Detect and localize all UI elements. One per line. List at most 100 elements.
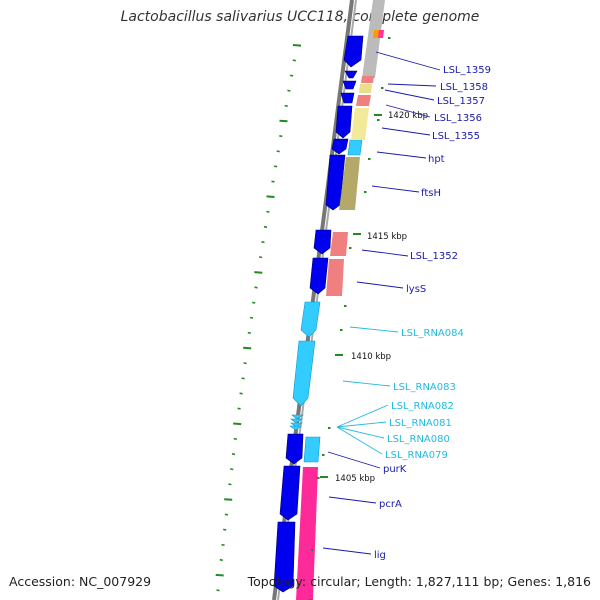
gene-block-hpt[interactable] [331,138,349,155]
cog-category-blocks [296,0,385,600]
gene-block-hpt-cog [347,139,363,156]
gene-label-hpt[interactable]: hpt [428,154,445,165]
gene-label-purK[interactable]: purK [383,464,407,475]
gene-block-purK-cog [303,436,321,463]
kbp-marks: 1420 kbp 1415 kbp 1410 kbp 1405 kbp [320,111,428,484]
outer-tick-mark [221,543,225,546]
leader-lig [322,547,372,555]
gene-labels: LSL_1359 LSL_1358 LSL_1357 LSL_1356 LSL_… [374,65,491,561]
gene-label-pcrA[interactable]: pcrA [379,499,402,510]
accession-text: Accession: NC_007929 [9,574,152,589]
outer-tick-mark [252,301,256,304]
outer-tick-mark [243,346,252,350]
gene-block-lsl-1356[interactable] [340,92,355,104]
gene-label-lysS[interactable]: lysS [406,284,426,295]
cog-block-yellow-2 [351,108,369,140]
gene-block-lsl-1357[interactable] [342,80,357,90]
gene-label-lsl-rna082[interactable]: LSL_RNA082 [391,401,454,412]
gene-block-lsl-1359[interactable] [343,35,364,68]
outer-tick-mark [289,74,294,77]
cog-block-salmon-4 [326,259,344,296]
topology-text: Topology: circular; Length: 1,827,111 bp… [247,574,591,589]
outer-tick-mark [249,316,254,319]
cog-block-top-magenta [378,30,384,38]
leader-hpt [376,151,427,159]
gene-label-lsl-rna083[interactable]: LSL_RNA083 [393,382,456,393]
outer-tick-mark [276,150,280,153]
outer-tick-mark [219,558,223,562]
gene-block-lsl-1352[interactable] [313,229,332,255]
leader-lsl-rna083 [342,380,391,387]
gene-label-lsl-1355[interactable]: LSL_1355 [432,131,480,142]
outer-tick-mark [239,392,243,395]
outer-tick-mark [241,377,245,380]
cog-block-salmon-3 [330,232,348,256]
gene-label-lsl-rna079[interactable]: LSL_RNA079 [385,450,448,461]
outer-tick-mark [233,437,237,440]
gene-block-lsl-rna080[interactable] [290,422,303,428]
gene-label-lsl-1356[interactable]: LSL_1356 [434,113,482,124]
outer-tick-mark [223,528,227,531]
outer-tick-mark [292,44,302,47]
gene-block-pcrA[interactable] [279,465,301,521]
gene-label-lsl-1352[interactable]: LSL_1352 [410,251,458,262]
leader-lsl-1357 [384,89,435,101]
gene-label-ftsH[interactable]: ftsH [421,188,441,199]
gene-label-lsl-1357[interactable]: LSL_1357 [437,96,485,107]
gene-block-purK[interactable] [285,433,304,465]
gene-block-ftsH[interactable] [325,154,346,211]
kbp-label-1420: 1420 kbp [388,111,428,121]
gene-block-lsl-rna083[interactable] [292,340,316,407]
cog-block-salmon-1 [361,76,374,83]
leader-lsl-rna084 [349,326,399,333]
outer-tick-mark [263,225,268,229]
map-title: Lactobacillus salivarius UCC118, complet… [120,9,480,25]
outer-tick-mark [266,195,275,198]
gene-label-lsl-rna080[interactable]: LSL_RNA080 [387,434,450,445]
outer-tick-mark [292,59,296,62]
outer-tick-mark [254,271,263,274]
gene-label-lsl-rna084[interactable]: LSL_RNA084 [401,328,464,339]
leader-ftsH [371,185,420,193]
outer-tick-mark [273,165,278,168]
kbp-label-1415: 1415 kbp [367,232,407,242]
gene-block-lsl-rna079[interactable] [289,425,302,431]
cog-block-olive [339,157,360,210]
gene-block-lysS[interactable] [309,257,329,295]
cog-block-salmon-2 [356,95,371,106]
gene-label-lsl-1358[interactable]: LSL_1358 [440,82,488,93]
gene-block-lsl-rna082[interactable] [291,414,304,420]
gene-block-lsl-rna081[interactable] [290,418,303,424]
outer-tick-mark [261,241,265,244]
gene-label-lsl-1359[interactable]: LSL_1359 [443,65,491,76]
gene-label-lig[interactable]: lig [374,550,386,561]
leader-purK [327,451,381,469]
leader-pcrA [328,496,377,504]
outer-tick-mark [237,407,241,410]
outer-tick-mark [231,453,236,456]
outer-tick-mark [254,286,258,289]
outer-tick-mark [266,210,270,213]
outer-tick-mark [258,256,263,259]
gene-block-lsl-1358[interactable] [344,70,358,79]
gene-block-lig[interactable] [273,521,296,593]
outer-tick-mark [287,89,291,92]
leader-lsl-rna082 [336,404,389,428]
outer-tick-mark [233,422,242,426]
outer-tick-mark [215,573,224,577]
cog-block-yellow-1 [359,84,372,93]
leader-lsl-1355 [381,127,431,136]
outer-tick-mark [216,589,220,592]
outer-tick-mark [279,135,283,138]
leader-lsl-1352 [361,249,409,257]
gene-label-lsl-rna081[interactable]: LSL_RNA081 [389,418,452,429]
outer-tick-mark [224,513,229,516]
outer-tick-mark [230,468,234,471]
outer-tick-mark [271,180,275,183]
leader-lsl-1359 [375,51,441,71]
gene-block-lsl-1355[interactable] [335,105,353,139]
gene-block-lsl-rna084[interactable] [300,301,321,338]
outer-tick-mark [224,498,233,501]
